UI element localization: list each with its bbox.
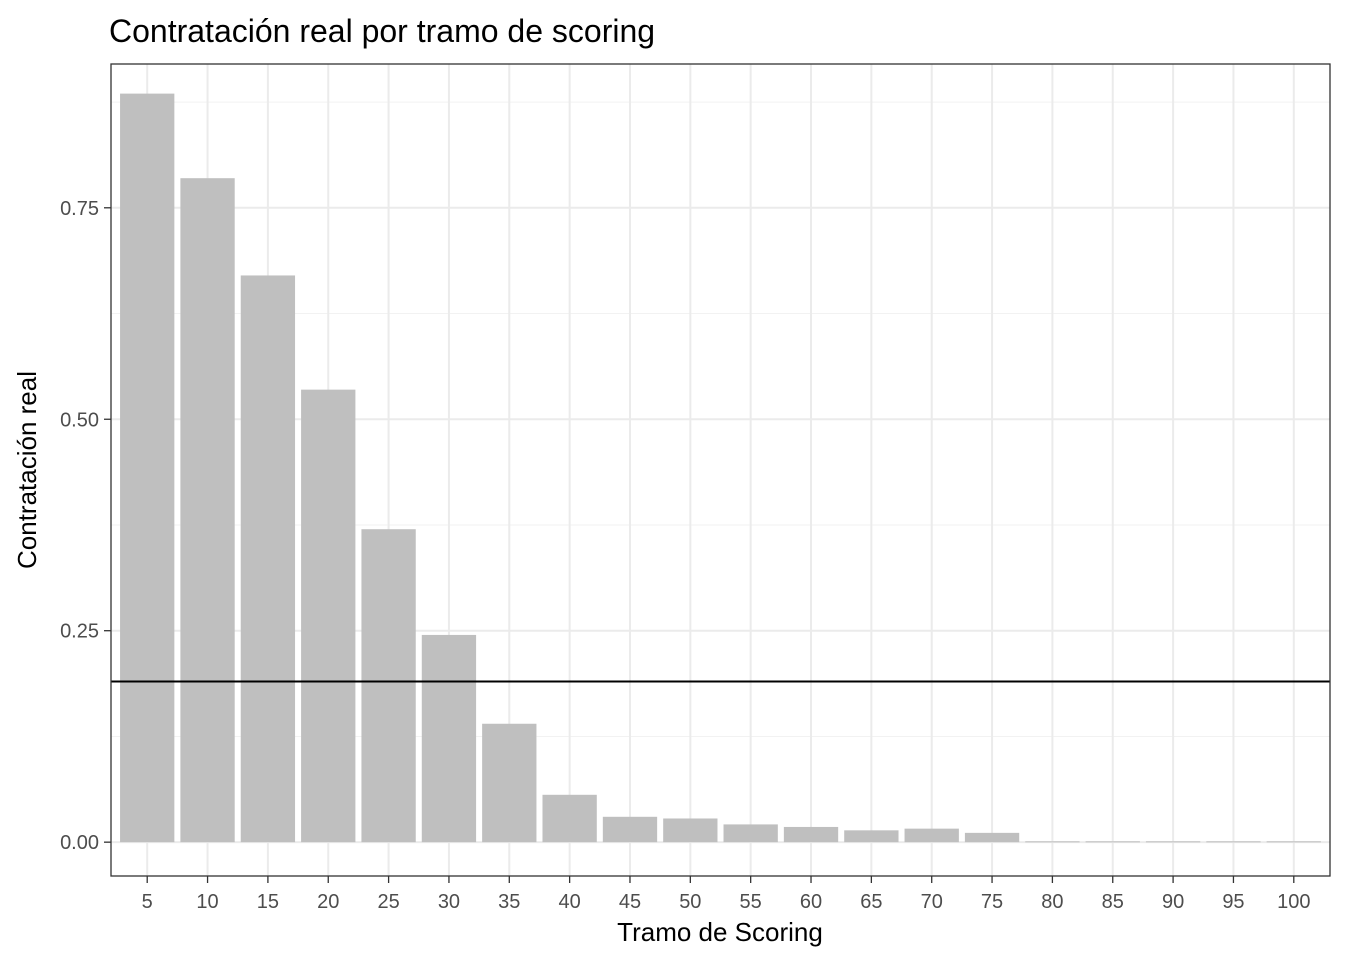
bar-95: [1206, 841, 1261, 843]
x-tick-label: 75: [981, 891, 1003, 913]
bar-45: [602, 816, 658, 843]
x-tick-label: 20: [317, 891, 339, 913]
bar-50: [663, 818, 718, 843]
x-tick-label: 10: [196, 891, 218, 913]
x-tick-label: 65: [860, 891, 882, 913]
x-tick-label: 15: [257, 891, 279, 913]
y-axis-title: Contratación real: [12, 371, 42, 569]
y-tick-label: 0.50: [60, 409, 99, 431]
plot-panel-border: [110, 63, 1331, 877]
x-tick-label: 60: [800, 891, 822, 913]
x-tick-label: 35: [498, 891, 520, 913]
x-tick-label: 5: [142, 891, 153, 913]
x-tick-label: 70: [921, 891, 943, 913]
bar-5: [120, 93, 175, 843]
bar-10: [180, 178, 235, 843]
x-tick-label: 85: [1102, 891, 1124, 913]
x-tick-label: 45: [619, 891, 641, 913]
bar-70: [904, 828, 959, 843]
bar-85: [1085, 841, 1140, 843]
chart-title: Contratación real por tramo de scoring: [109, 13, 655, 49]
x-tick-label: 40: [559, 891, 581, 913]
bar-55: [723, 824, 778, 843]
y-tick-label: 0.00: [60, 832, 99, 854]
bar-20: [301, 389, 356, 843]
x-tick-label: 95: [1222, 891, 1244, 913]
bar-25: [361, 529, 416, 843]
x-tick-label: 90: [1162, 891, 1184, 913]
bars: [120, 93, 1321, 843]
y-tick-label: 0.75: [60, 198, 99, 220]
x-axis-title: Tramo de Scoring: [617, 917, 823, 947]
x-tick-label: 25: [377, 891, 399, 913]
bar-30: [421, 634, 477, 843]
y-tick-label: 0.25: [60, 621, 99, 643]
bar-35: [482, 723, 537, 843]
x-tick-label: 50: [679, 891, 701, 913]
bar-15: [240, 275, 296, 843]
x-axis: 5 10 15 20 25 30 35 40 45 50 55 60 65 70 75 80 85 90 95 100: [142, 876, 1310, 913]
x-tick-label: 30: [438, 891, 460, 913]
bar-65: [844, 830, 899, 843]
bar-80: [1025, 841, 1080, 843]
bar-75: [964, 832, 1020, 843]
x-tick-label: 100: [1277, 891, 1310, 913]
bar-60: [783, 826, 839, 843]
y-axis: 0.00 0.25 0.50 0.75: [60, 198, 111, 854]
x-tick-label: 55: [740, 891, 762, 913]
bar-100: [1266, 841, 1321, 843]
x-tick-label: 80: [1041, 891, 1063, 913]
bar-90: [1145, 841, 1201, 843]
bar-40: [542, 794, 597, 843]
